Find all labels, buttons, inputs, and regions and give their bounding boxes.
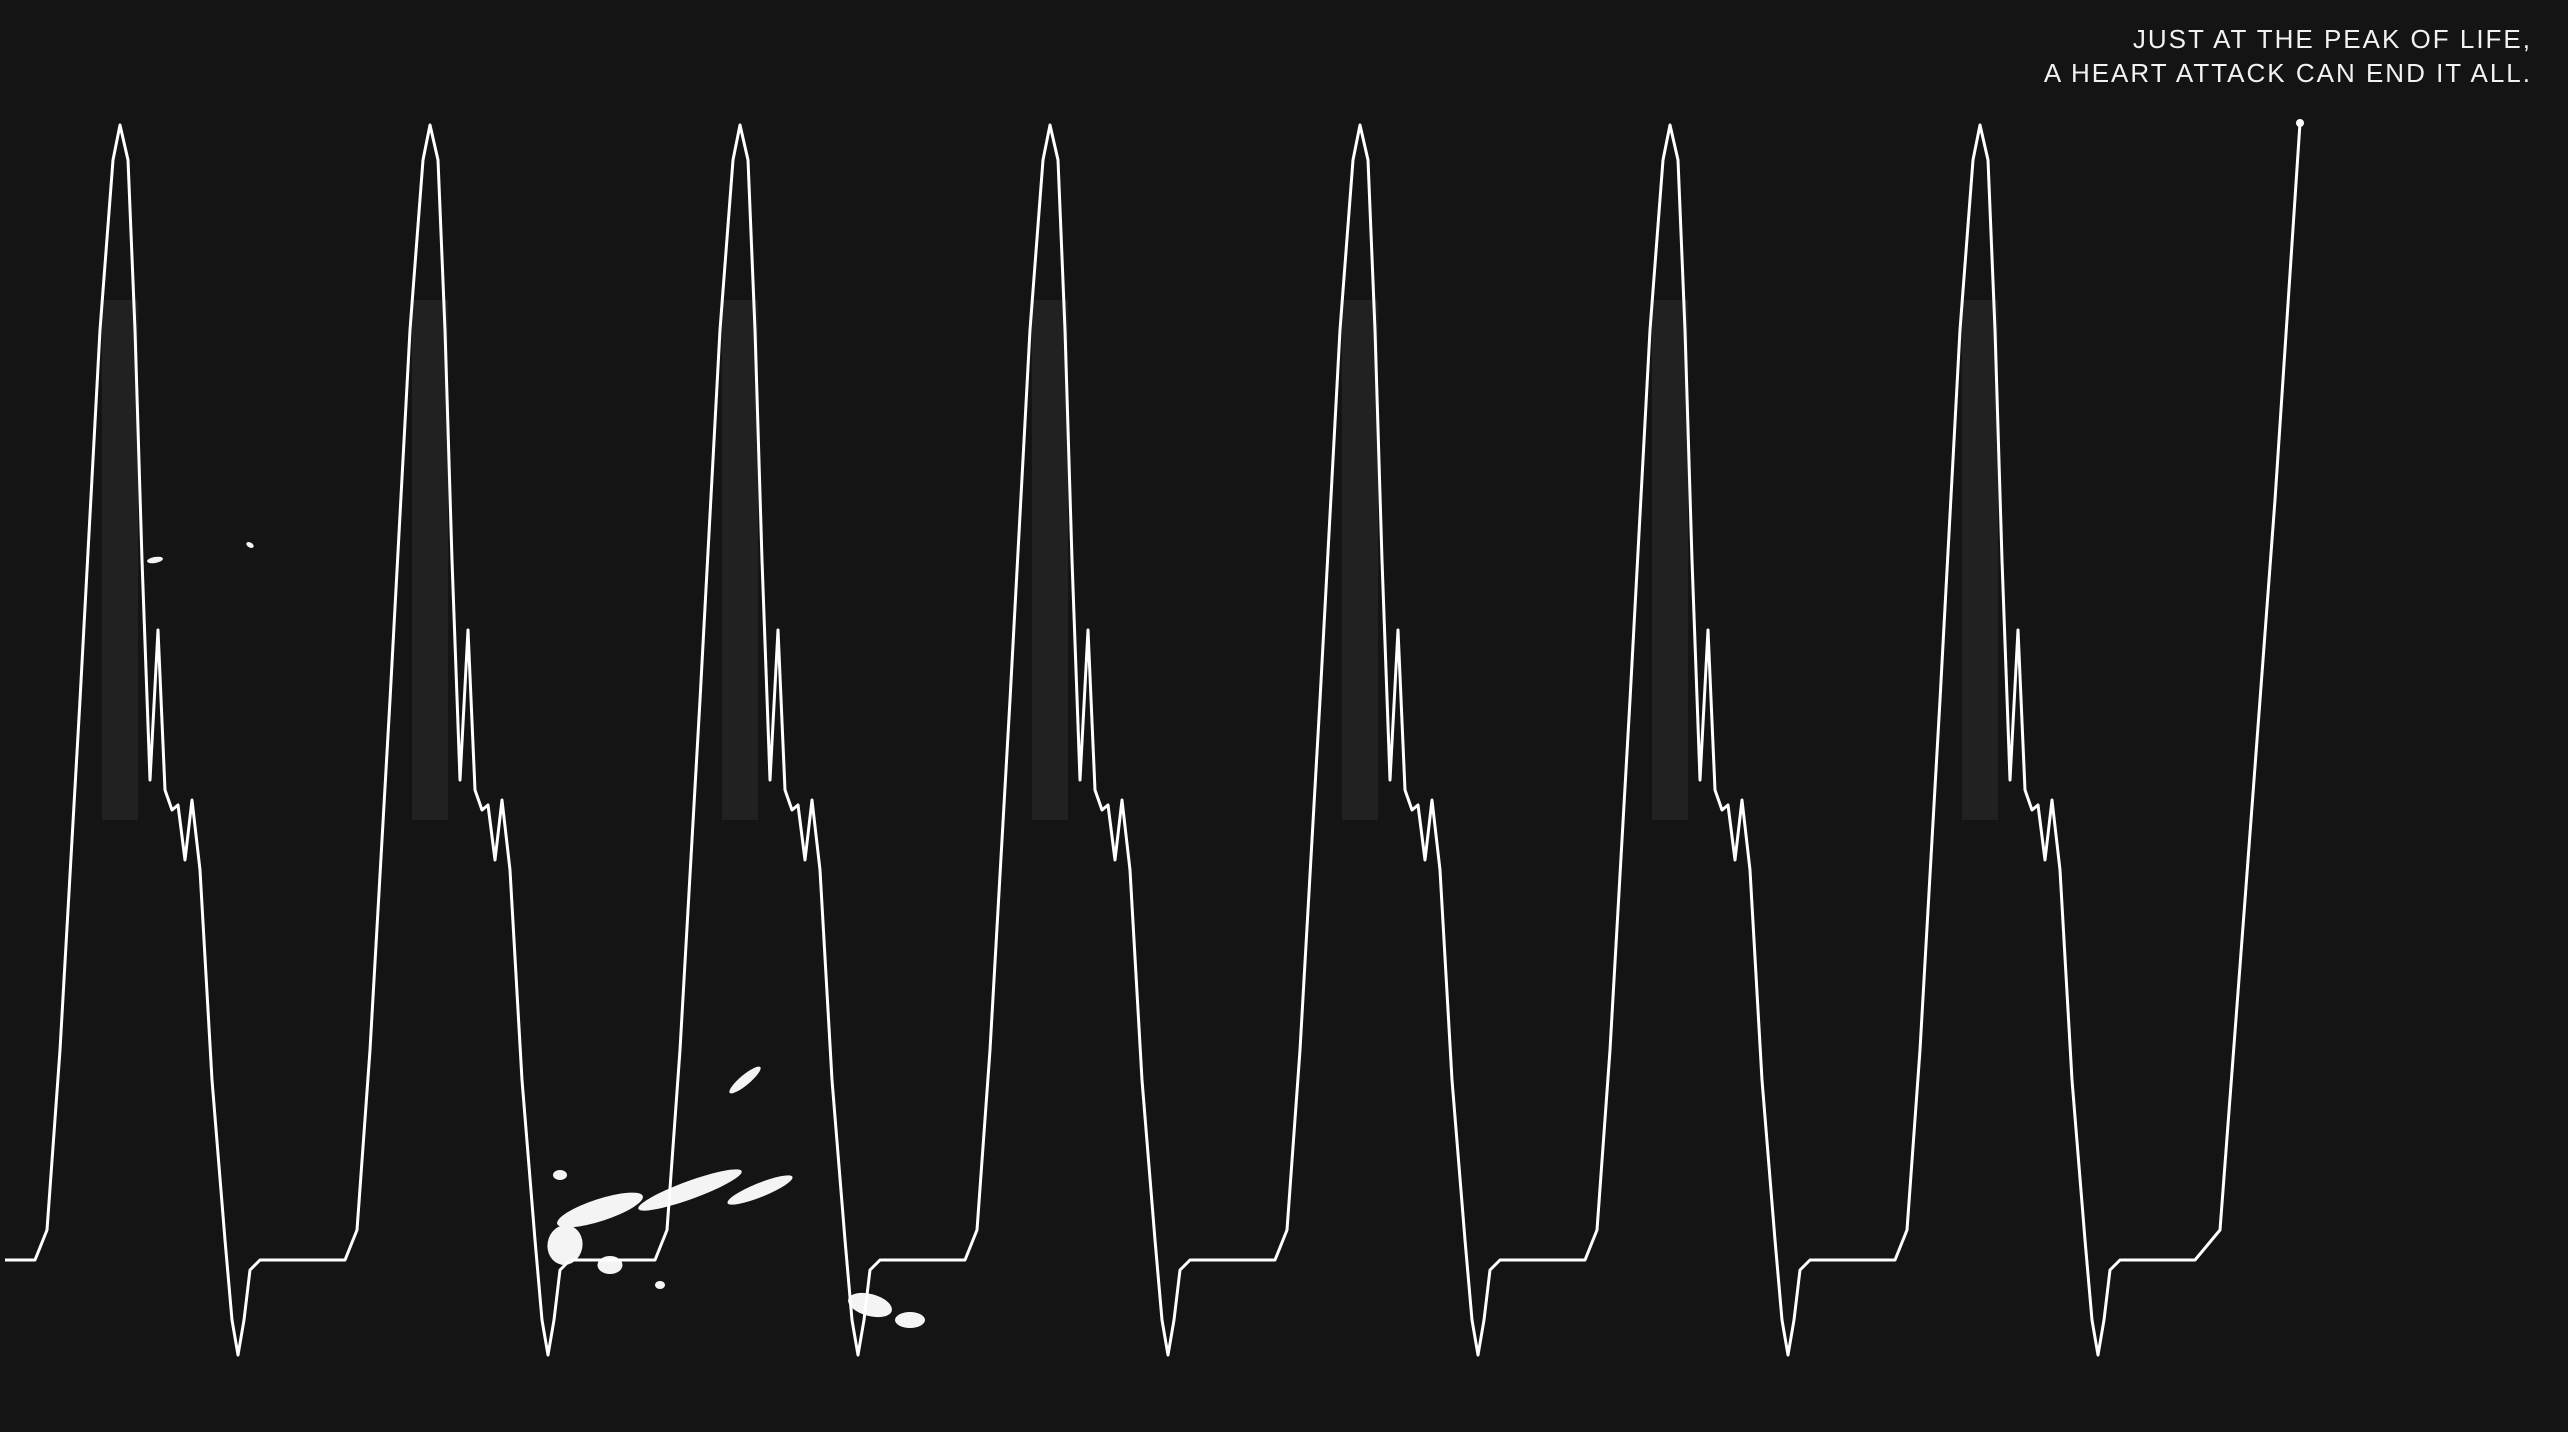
- splatter: [246, 542, 254, 548]
- splatter: [848, 1292, 892, 1318]
- peak-glow: [1652, 300, 1688, 820]
- peak-glow: [1032, 300, 1068, 820]
- peak-glow: [412, 300, 448, 820]
- headline-line-1: JUST AT THE PEAK OF LIFE,: [2132, 24, 2532, 54]
- peak-glow: [1962, 300, 1998, 820]
- splatter: [547, 1225, 583, 1265]
- splatter: [638, 1169, 742, 1211]
- splatter: [147, 556, 163, 564]
- peak-glow: [722, 300, 758, 820]
- splatter: [895, 1312, 925, 1328]
- splatter: [729, 1066, 761, 1094]
- peak-glow: [102, 300, 138, 820]
- trace-end-dot: [2296, 119, 2304, 127]
- splatter: [727, 1175, 793, 1205]
- headline-line-2: A HEART ATTACK CAN END IT ALL.: [2043, 58, 2532, 88]
- headline: JUST AT THE PEAK OF LIFE, A HEART ATTACK…: [2044, 22, 2532, 90]
- paint-splatters: [147, 542, 925, 1328]
- splatter: [557, 1192, 643, 1228]
- splatter: [553, 1170, 567, 1180]
- heartbeat-trace: [5, 122, 2302, 1357]
- splatter: [655, 1281, 665, 1289]
- peak-glow: [1342, 300, 1378, 820]
